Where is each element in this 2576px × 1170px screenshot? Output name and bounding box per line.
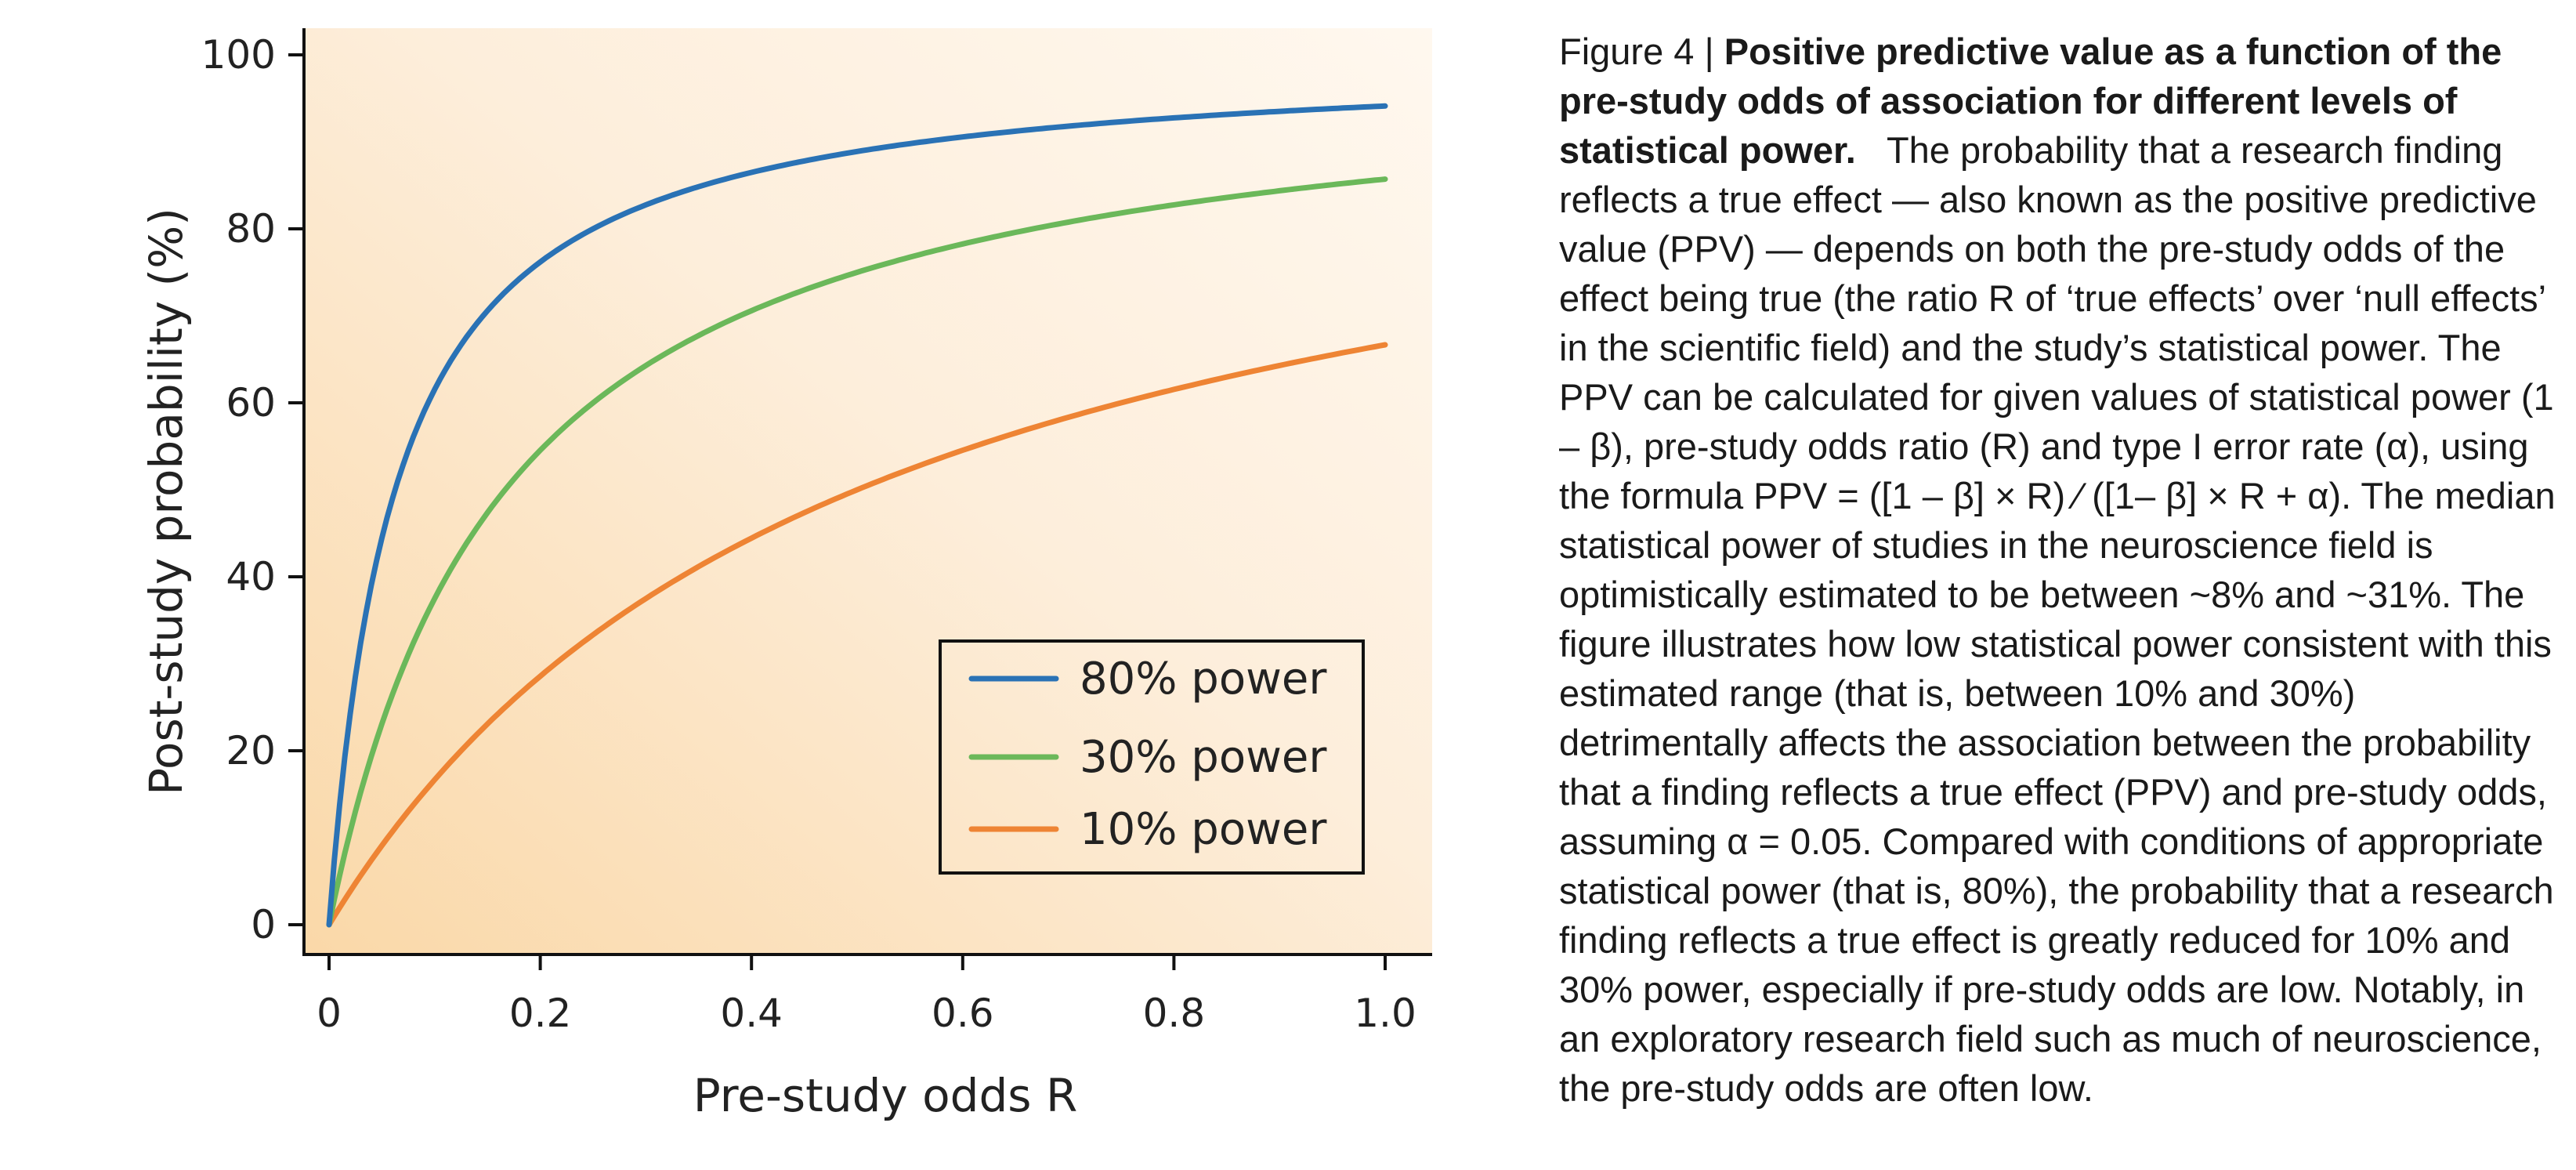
ppv-chart: 0 20 40 60 80 100 0 0.2 0.4 0.6 0.8 1.0 Pre-study od… [139, 28, 1432, 1122]
axes: 0 20 40 60 80 100 0 0.2 0.4 0.6 0.8 1.0 Pre-study od… [139, 28, 1432, 1122]
x-tick-label-0.2: 0.2 [509, 991, 572, 1036]
legend: 80% power 30% power 10% power [939, 639, 1365, 875]
series-line-80-powerpct [326, 103, 1388, 928]
x-tick-label-0.6: 0.6 [932, 991, 994, 1036]
plot-background [304, 28, 1432, 954]
x-tick-label-0.4: 0.4 [720, 991, 783, 1036]
x-tick-label-1.0: 1.0 [1354, 991, 1416, 1036]
legend-label-30-powerpct: 30% power [1080, 732, 1327, 783]
series-line-30-powerpct [326, 176, 1388, 928]
y-tick-label-60: 60 [226, 380, 276, 426]
y-tick-label-100: 100 [201, 32, 276, 78]
caption-body: The probability that a research finding … [1559, 129, 2556, 1109]
plot-area [326, 103, 1388, 928]
y-tick-label-0: 0 [251, 902, 276, 947]
legend-box [939, 639, 1365, 875]
figure-title: Positive predictive value as a function … [1559, 31, 2502, 171]
legend-label-10-powerpct: 10% power [1080, 804, 1327, 855]
y-tick-label-40: 40 [226, 554, 276, 599]
figure-label: Figure 4 | [1559, 31, 1724, 72]
figure-caption: Figure 4 | Positive predictive value as … [1559, 27, 2570, 1113]
x-tick-label-0: 0 [317, 991, 342, 1036]
y-axis-label: Post-study probability (%) [139, 208, 193, 795]
x-tick-label-0.8: 0.8 [1143, 991, 1206, 1036]
legend-label-80-powerpct: 80% power [1080, 654, 1327, 705]
series-line-10-powerpct [326, 342, 1388, 928]
y-tick-label-20: 20 [226, 728, 276, 773]
y-tick-label-80: 80 [226, 206, 276, 252]
x-axis-label: Pre-study odds R [693, 1069, 1078, 1122]
